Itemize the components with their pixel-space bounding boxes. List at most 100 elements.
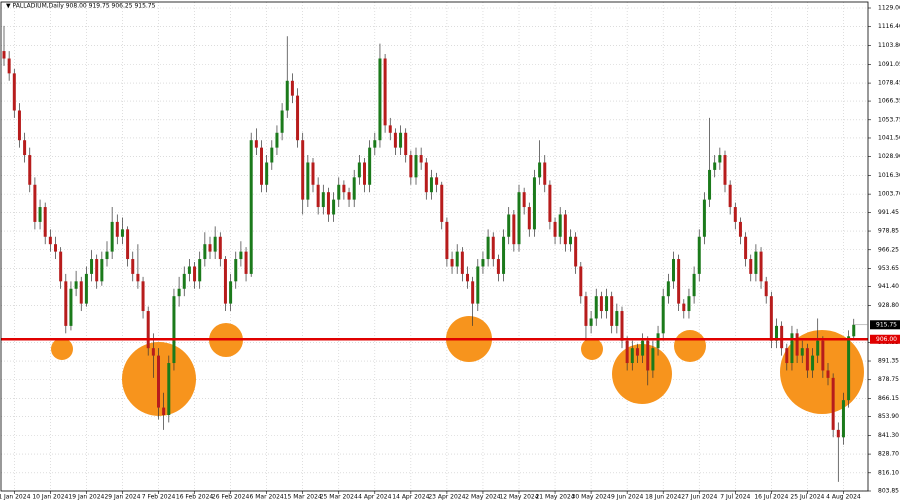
candle-body (816, 340, 820, 356)
y-tick-label: 966.25 (878, 246, 899, 253)
candle-body (260, 147, 263, 185)
candle-body (311, 162, 315, 185)
candle-body (218, 236, 222, 260)
x-tick-label: 1 Jan 2024 (0, 494, 31, 501)
candle-body (43, 207, 47, 237)
x-tick-label: 23 Apr 2024 (428, 494, 465, 501)
y-tick-label: 816.10 (878, 469, 899, 476)
candle-body (254, 140, 258, 148)
candle-body (429, 177, 433, 193)
candle-body (666, 281, 670, 297)
candle-body (574, 236, 578, 267)
candle-body (306, 162, 310, 200)
candle-body (90, 259, 94, 274)
candle-body (373, 140, 377, 148)
x-tick-label: 16 Feb 2024 (176, 494, 214, 501)
candle-body (522, 192, 526, 208)
candle-body (641, 340, 645, 356)
y-tick-label: 1041.50 (878, 134, 900, 141)
candle-body (800, 348, 804, 356)
last-price-label: 915.75 (876, 321, 897, 328)
level-label-bg (870, 334, 900, 344)
candle-body (151, 348, 155, 356)
candle-body (249, 140, 253, 274)
candle-body (656, 333, 660, 349)
candle-body (682, 303, 686, 312)
candles (1, 25, 868, 482)
candle-body (594, 296, 598, 319)
candle-body (579, 266, 583, 297)
x-tick-label: 27 Jun 2024 (681, 494, 717, 501)
x-tick-label: 2 May 2024 (465, 494, 500, 501)
candle-body (270, 147, 274, 163)
x-tick-label: 21 May 2024 (535, 494, 574, 501)
candle-body (625, 340, 629, 364)
x-tick-label: 12 May 2024 (499, 494, 538, 501)
candle-body (435, 177, 439, 185)
level-label: 906.00 (876, 336, 897, 343)
candle-body (223, 259, 227, 304)
candle-body (120, 229, 124, 237)
candle-body (100, 259, 104, 282)
highlight-circle (51, 338, 73, 360)
candle-body (512, 214, 516, 245)
candle-body (347, 192, 351, 200)
x-tick-label: 29 Jan 2024 (104, 494, 140, 501)
y-tick-label: 978.85 (878, 228, 899, 235)
candle-body (74, 281, 78, 289)
highlight-circle (581, 338, 603, 360)
candle-body (414, 155, 418, 178)
candle-body (110, 221, 114, 252)
candle-body (316, 184, 320, 208)
x-tick-label: 18 Jun 2024 (645, 494, 681, 501)
candle-body (146, 311, 150, 349)
x-tick-label: 10 Jan 2024 (32, 494, 68, 501)
candle-body (527, 207, 531, 230)
candle-body (321, 192, 325, 208)
y-tick-label: 828.70 (878, 451, 899, 458)
candle-body (476, 266, 480, 304)
candle-body (187, 266, 191, 274)
candle-body (162, 407, 166, 416)
candle-body (388, 125, 392, 133)
candle-body (332, 199, 336, 215)
candle-body (466, 273, 469, 282)
candle-body (136, 273, 140, 282)
candle-body (383, 58, 387, 126)
candle-body (337, 184, 341, 200)
candle-body (563, 214, 567, 245)
candle-body (352, 177, 356, 200)
candle-body (723, 155, 727, 185)
candle-body (620, 311, 624, 341)
candle-body (7, 58, 11, 74)
candle-body (769, 296, 773, 341)
candle-body (213, 236, 217, 252)
x-tick-label: 6 Mar 2024 (250, 494, 284, 501)
candle-body (605, 296, 609, 312)
candle-body (471, 281, 475, 304)
y-tick-label: 853.90 (878, 413, 899, 420)
candle-body (445, 221, 449, 260)
candle-body (172, 296, 176, 364)
candle-body (296, 95, 300, 141)
y-tick-label: 928.80 (878, 302, 899, 309)
candle-body (12, 73, 16, 111)
candle-body (141, 281, 145, 312)
candle-body (646, 340, 650, 371)
candle-body (610, 296, 614, 326)
candle-body (728, 184, 732, 208)
candle-body (23, 140, 27, 156)
candle-body (455, 251, 459, 267)
candle-body (95, 259, 99, 282)
candle-body (553, 221, 557, 237)
candle-body (275, 132, 279, 148)
x-tick-label: 15 Mar 2024 (284, 494, 322, 501)
candle-body (821, 340, 825, 371)
candle-body (33, 184, 37, 222)
candle-body (486, 236, 490, 260)
candle-body (59, 251, 63, 282)
y-tick-label: 803.85 (878, 488, 899, 495)
candle-body (744, 236, 748, 260)
candle-body (538, 162, 542, 178)
